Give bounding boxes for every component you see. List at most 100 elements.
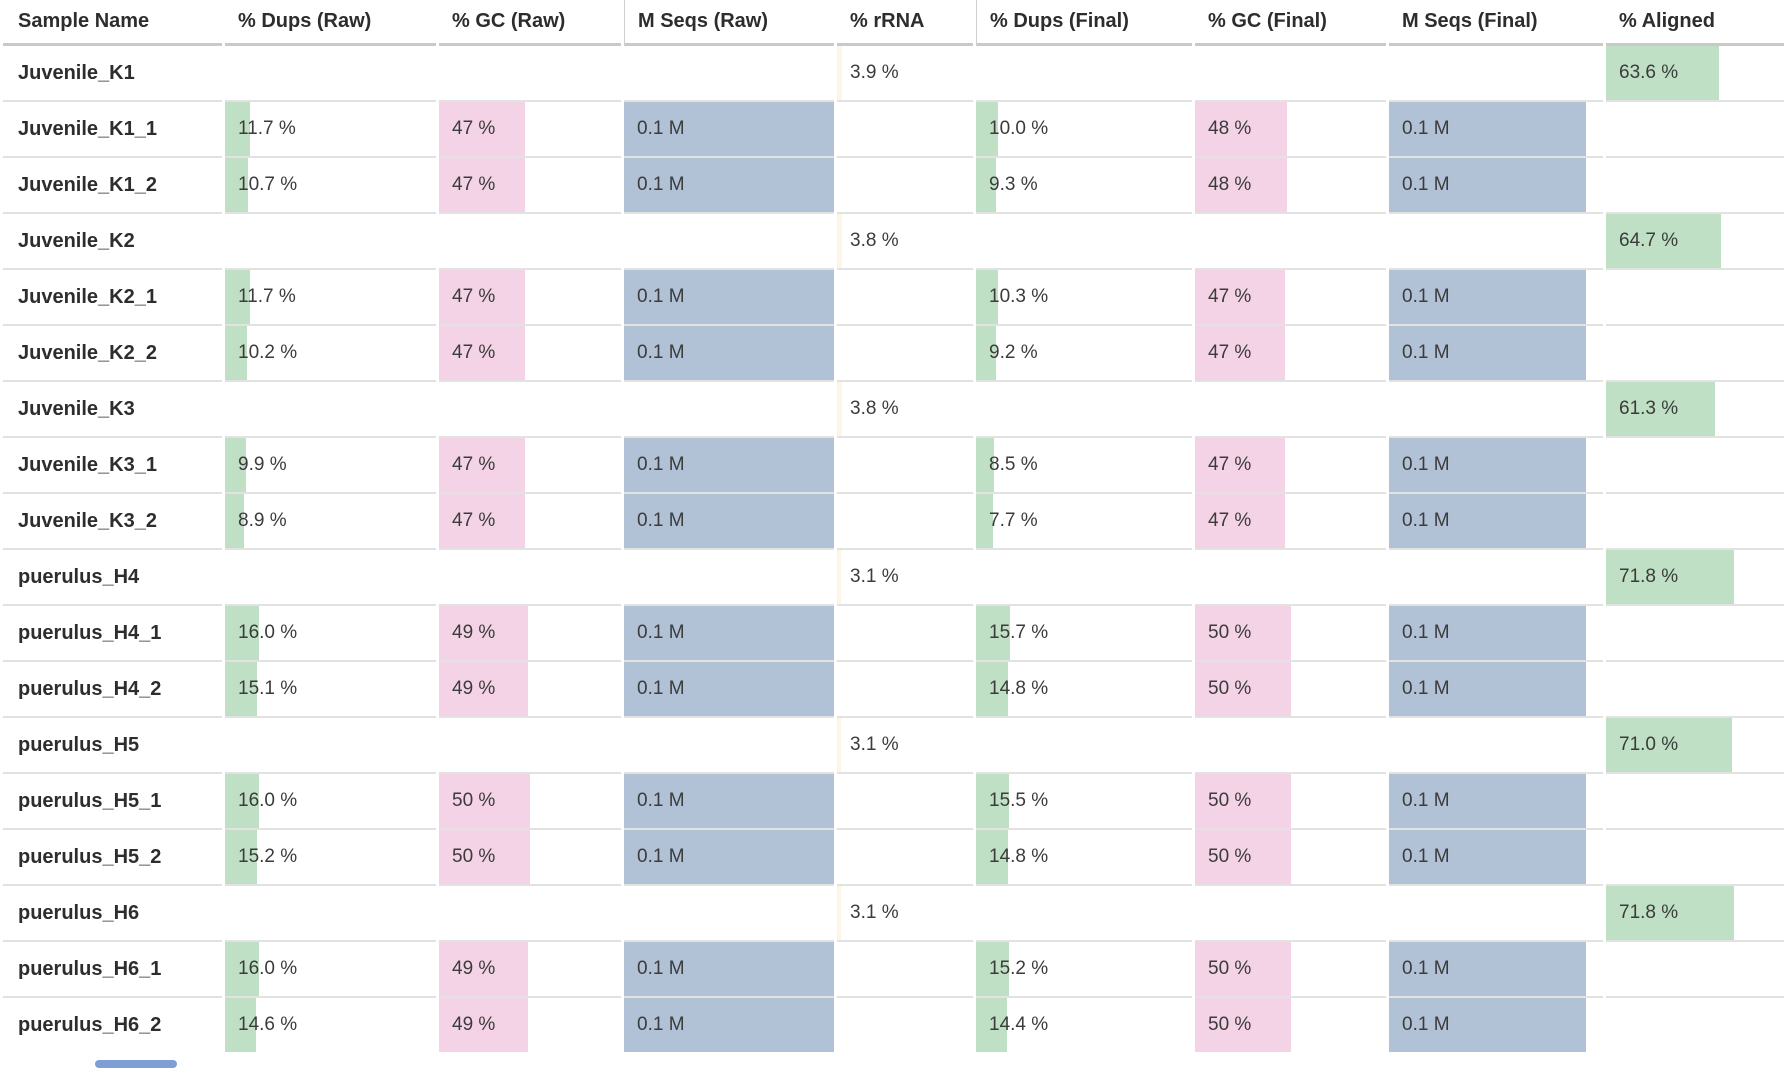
- mseqs_raw-cell: 0.1 M: [624, 436, 834, 492]
- mseqs_raw-value: 0.1 M: [637, 678, 685, 699]
- rrna-cell: [837, 828, 973, 884]
- mseqs_final-bar: [1389, 158, 1586, 212]
- gc_final-bar: [1195, 494, 1285, 548]
- column-header-dups_raw[interactable]: % Dups (Raw): [225, 0, 436, 46]
- table-row: Juvenile_K1 3.9 % 63.6 %: [3, 46, 1784, 100]
- gc_raw-value: 49 %: [452, 1014, 496, 1035]
- gc_final-cell: [1195, 212, 1386, 268]
- table-row: Juvenile_K1_2 10.7 % 47 % 0.1 M 9.3 % 48 % 0.1…: [3, 156, 1784, 212]
- mseqs_final-value: 0.1 M: [1402, 958, 1450, 979]
- table-row: puerulus_H6 3.1 % 71.8 %: [3, 884, 1784, 940]
- sample-name: Juvenile_K1_2: [18, 173, 157, 196]
- aligned-cell: 64.7 %: [1606, 212, 1784, 268]
- gc_raw-cell: 47 %: [439, 436, 621, 492]
- mseqs_raw-value: 0.1 M: [637, 342, 685, 363]
- aligned-cell: 71.8 %: [1606, 548, 1784, 604]
- horizontal-scrollbar-thumb[interactable]: [95, 1060, 177, 1068]
- mseqs_final-cell: 0.1 M: [1389, 996, 1603, 1052]
- mseqs_final-cell: [1389, 46, 1603, 100]
- mseqs_final-bar: [1389, 326, 1586, 380]
- gc_raw-bar: [439, 998, 529, 1052]
- dups_final-cell: [976, 46, 1192, 100]
- aligned-value: 61.3 %: [1619, 398, 1679, 419]
- mseqs_final-value: 0.1 M: [1402, 454, 1450, 475]
- mseqs_final-cell: [1389, 548, 1603, 604]
- gc_raw-value: 47 %: [452, 510, 496, 531]
- mseqs_raw-cell: [624, 212, 834, 268]
- dups_raw-cell: [225, 548, 436, 604]
- sample-name: puerulus_H5: [18, 733, 140, 756]
- mseqs_final-value: 0.1 M: [1402, 286, 1450, 307]
- aligned-cell: [1606, 604, 1784, 660]
- gc_final-cell: 48 %: [1195, 100, 1386, 156]
- gc_raw-cell: [439, 212, 621, 268]
- sample-name: Juvenile_K2_2: [18, 341, 157, 364]
- dups_raw-value: 16.0 %: [238, 790, 298, 811]
- aligned-cell: 71.0 %: [1606, 716, 1784, 772]
- column-header-mseqs_raw[interactable]: M Seqs (Raw): [624, 0, 834, 46]
- dups_raw-value: 16.0 %: [238, 958, 298, 979]
- aligned-bar: [1606, 886, 1734, 940]
- dups_final-bar: [976, 774, 1010, 828]
- sample-name: puerulus_H5_1: [18, 789, 162, 812]
- mseqs_raw-value: 0.1 M: [637, 286, 685, 307]
- mseqs_final-bar: [1389, 662, 1586, 716]
- column-header-dups_final[interactable]: % Dups (Final): [976, 0, 1192, 46]
- dups_raw-bar: [225, 102, 250, 156]
- gc_final-bar: [1195, 102, 1287, 156]
- mseqs_raw-cell: [624, 548, 834, 604]
- mseqs_final-value: 0.1 M: [1402, 622, 1450, 643]
- dups_raw-bar: [225, 158, 248, 212]
- mseqs_raw-value: 0.1 M: [637, 454, 685, 475]
- dups_final-cell: 10.0 %: [976, 100, 1192, 156]
- mseqs_raw-bar: [624, 662, 834, 716]
- mseqs_final-bar: [1389, 606, 1586, 660]
- mseqs_raw-cell: [624, 884, 834, 940]
- column-header-rrna[interactable]: % rRNA: [837, 0, 973, 46]
- dups_final-cell: 7.7 %: [976, 492, 1192, 548]
- column-header-sample[interactable]: Sample Name: [3, 0, 222, 46]
- dups_raw-cell: [225, 884, 436, 940]
- dups_final-bar: [976, 942, 1009, 996]
- aligned-cell: [1606, 268, 1784, 324]
- aligned-cell: [1606, 324, 1784, 380]
- dups_raw-cell: 14.6 %: [225, 996, 436, 1052]
- mseqs_raw-bar: [624, 270, 834, 324]
- table-row: puerulus_H5_2 15.2 % 50 % 0.1 M 14.8 % 50 % 0.…: [3, 828, 1784, 884]
- mseqs_final-value: 0.1 M: [1402, 678, 1450, 699]
- gc_raw-value: 49 %: [452, 958, 496, 979]
- column-header-gc_final[interactable]: % GC (Final): [1195, 0, 1386, 46]
- mseqs_raw-cell: 0.1 M: [624, 604, 834, 660]
- table-row: puerulus_H5 3.1 % 71.0 %: [3, 716, 1784, 772]
- mseqs_raw-cell: [624, 716, 834, 772]
- gc_final-value: 50 %: [1208, 1014, 1252, 1035]
- rrna-value: 3.1 %: [850, 566, 899, 587]
- gc_final-value: 48 %: [1208, 174, 1252, 195]
- gc_raw-cell: 47 %: [439, 492, 621, 548]
- gc_raw-cell: [439, 46, 621, 100]
- mseqs_final-cell: 0.1 M: [1389, 324, 1603, 380]
- column-header-aligned[interactable]: % Aligned: [1606, 0, 1784, 46]
- table-row: Juvenile_K3_2 8.9 % 47 % 0.1 M 7.7 % 47 % 0.1 …: [3, 492, 1784, 548]
- rrna-cell: [837, 100, 973, 156]
- mseqs_final-cell: [1389, 212, 1603, 268]
- mseqs_raw-value: 0.1 M: [637, 174, 685, 195]
- gc_raw-cell: 47 %: [439, 100, 621, 156]
- mseqs_final-cell: [1389, 716, 1603, 772]
- mseqs_final-bar: [1389, 830, 1586, 884]
- dups_raw-cell: 10.7 %: [225, 156, 436, 212]
- gc_final-cell: 50 %: [1195, 940, 1386, 996]
- gc_raw-value: 49 %: [452, 622, 496, 643]
- mseqs_raw-bar: [624, 998, 834, 1052]
- mseqs_final-cell: 0.1 M: [1389, 156, 1603, 212]
- gc_final-cell: 50 %: [1195, 996, 1386, 1052]
- mseqs_final-value: 0.1 M: [1402, 174, 1450, 195]
- mseqs_raw-bar: [624, 494, 834, 548]
- mseqs_final-bar: [1389, 774, 1586, 828]
- gc_final-cell: 50 %: [1195, 828, 1386, 884]
- gc_raw-bar: [439, 102, 525, 156]
- column-header-mseqs_final[interactable]: M Seqs (Final): [1389, 0, 1603, 46]
- dups_final-bar: [976, 438, 995, 492]
- column-header-gc_raw[interactable]: % GC (Raw): [439, 0, 621, 46]
- dups_raw-cell: 11.7 %: [225, 268, 436, 324]
